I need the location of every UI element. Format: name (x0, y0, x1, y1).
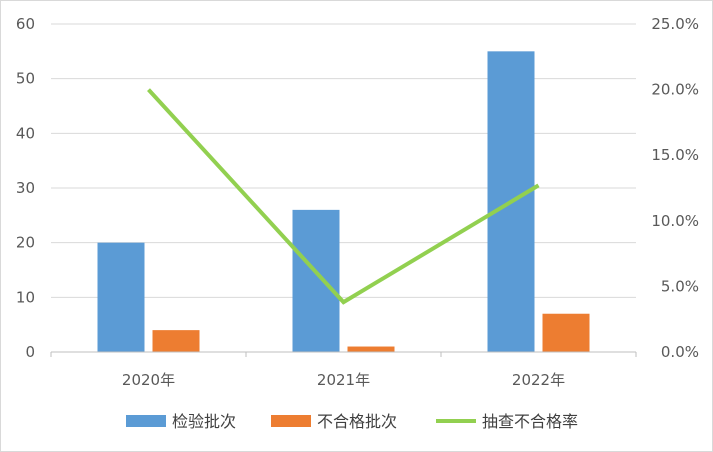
bar (292, 209, 340, 352)
y-left-tick-label: 10 (16, 288, 35, 306)
line-series (147, 88, 540, 305)
y-right-tick-label: 10.0% (651, 212, 699, 230)
bar (152, 330, 200, 352)
legend-label: 抽查不合格率 (482, 412, 578, 431)
x-tick-label: 2021年 (317, 371, 370, 389)
y-left-tick-label: 20 (16, 234, 35, 252)
x-tick-label: 2020年 (122, 371, 175, 389)
y-left-tick-label: 0 (25, 343, 35, 361)
y-left-tick-label: 40 (16, 124, 35, 142)
y-axis-right: 0.0% 5.0% 10.0% 15.0% 20.0% 25.0% (651, 15, 699, 361)
bar-series (97, 51, 590, 352)
y-right-tick-label: 0.0% (661, 343, 699, 361)
y-right-tick-label: 15.0% (651, 146, 699, 164)
legend-swatch (271, 415, 311, 427)
bar (97, 242, 145, 352)
x-tick-label: 2022年 (512, 371, 565, 389)
y-left-tick-label: 60 (16, 15, 35, 33)
bar (542, 313, 590, 352)
legend-swatch (126, 415, 166, 427)
legend: 检验批次 不合格批次 抽查不合格率 (126, 412, 578, 431)
legend-label: 检验批次 (172, 412, 236, 431)
bar (347, 346, 395, 352)
y-left-tick-label: 30 (16, 179, 35, 197)
line-series-path (147, 88, 540, 305)
y-right-tick-label: 5.0% (661, 277, 699, 295)
y-axis-left: 0 10 20 30 40 50 60 (16, 15, 35, 361)
y-left-tick-label: 50 (16, 70, 35, 88)
x-axis: 2020年 2021年 2022年 (50, 351, 637, 389)
y-right-tick-label: 25.0% (651, 15, 699, 33)
gridlines (51, 23, 636, 298)
legend-label: 不合格批次 (317, 412, 397, 431)
y-right-tick-label: 20.0% (651, 81, 699, 99)
